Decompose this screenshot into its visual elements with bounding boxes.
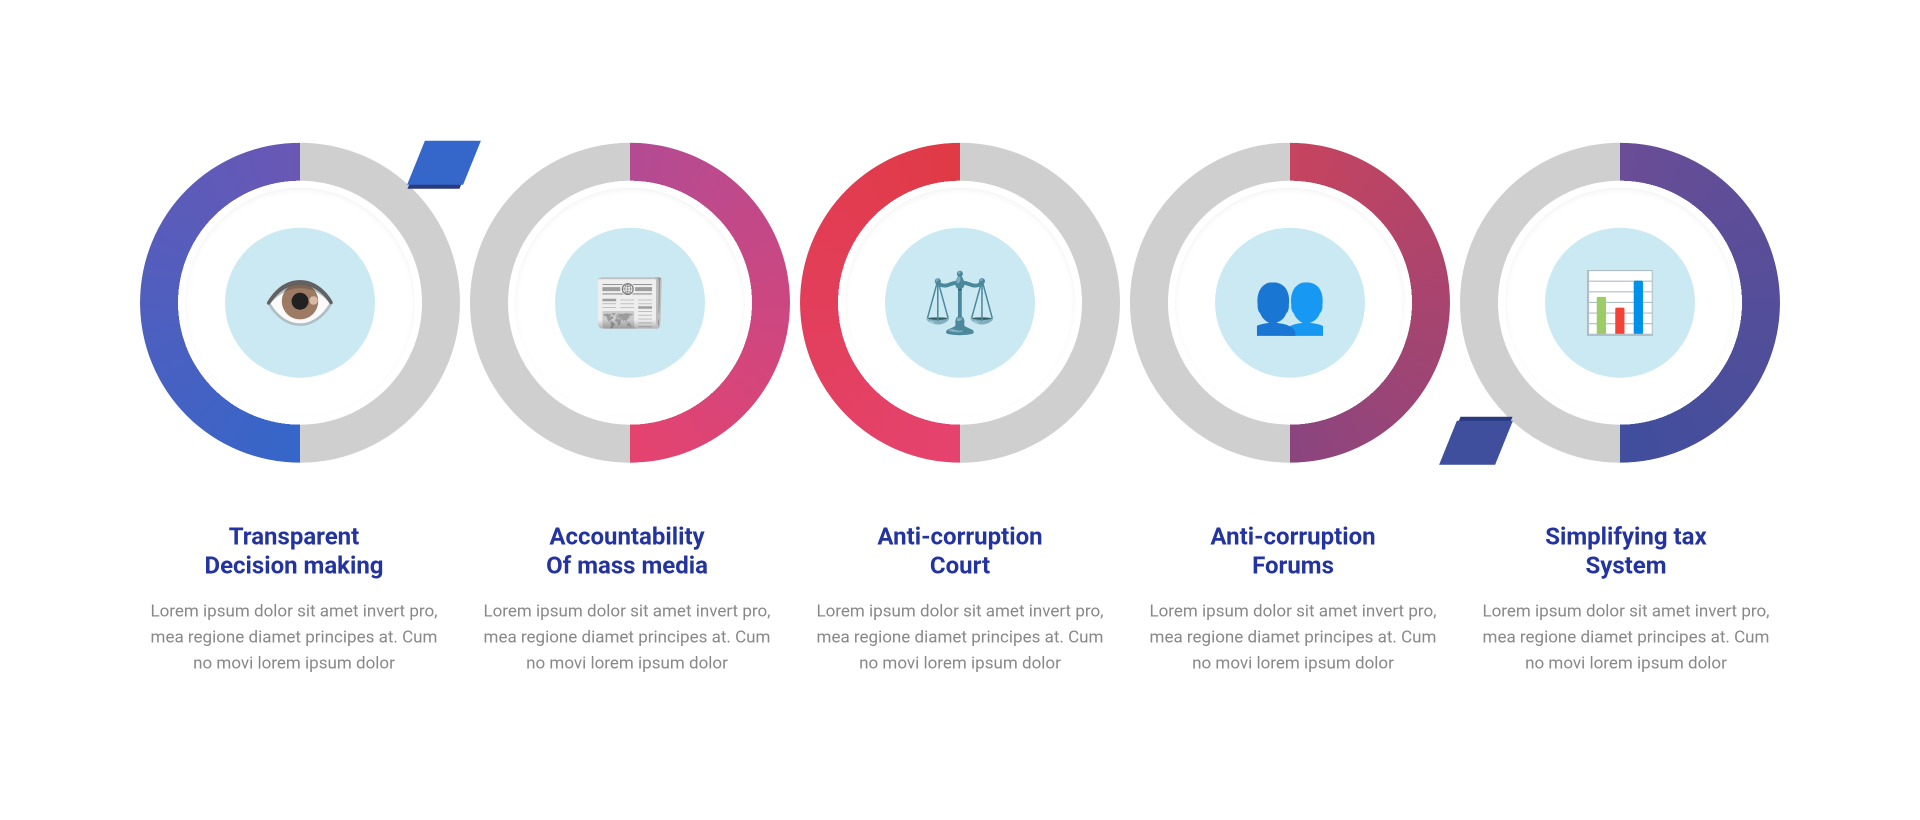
tax-icon: 📊 — [1545, 228, 1695, 378]
transparency-icon: 👁️ — [225, 228, 375, 378]
ribbon-tail-start — [407, 141, 481, 185]
ring-2: 📰 — [470, 143, 790, 463]
item-title: Anti-corruptionForums — [1139, 523, 1447, 581]
ribbon-row: 👁️ 📰 ⚖️ 👥 📊 — [140, 143, 1780, 483]
item-title-line2: System — [1585, 551, 1666, 579]
label-block-3: Anti-corruptionCourt Lorem ipsum dolor si… — [806, 523, 1114, 678]
label-block-4: Anti-corruptionForums Lorem ipsum dolor s… — [1139, 523, 1447, 678]
item-title: TransparentDecision making — [140, 523, 448, 581]
ring-inner: 👁️ — [185, 188, 415, 418]
ring-inner: 📰 — [515, 188, 745, 418]
item-title-line2: Forums — [1252, 551, 1334, 579]
forum-icon: 👥 — [1215, 228, 1365, 378]
media-icon: 📰 — [555, 228, 705, 378]
item-body: Lorem ipsum dolor sit amet invert pro, m… — [140, 598, 448, 677]
label-block-2: AccountabilityOf mass media Lorem ipsum d… — [473, 523, 781, 678]
ring-3: ⚖️ — [800, 143, 1120, 463]
label-block-1: TransparentDecision making Lorem ipsum do… — [140, 523, 448, 678]
item-title: Anti-corruptionCourt — [806, 523, 1114, 581]
ring-4: 👥 — [1130, 143, 1450, 463]
ring-1: 👁️ — [140, 143, 460, 463]
item-body: Lorem ipsum dolor sit amet invert pro, m… — [1139, 598, 1447, 677]
item-title-line1: Anti-corruption — [877, 523, 1042, 551]
court-icon: ⚖️ — [885, 228, 1035, 378]
ring-inner: 👥 — [1175, 188, 1405, 418]
item-body: Lorem ipsum dolor sit amet invert pro, m… — [806, 598, 1114, 677]
item-title: AccountabilityOf mass media — [473, 523, 781, 581]
item-body: Lorem ipsum dolor sit amet invert pro, m… — [1472, 598, 1780, 677]
labels-row: TransparentDecision making Lorem ipsum do… — [140, 523, 1780, 678]
infographic-stage: 👁️ 📰 ⚖️ 👥 📊 TransparentDecision making Lorem … — [140, 143, 1780, 678]
item-body: Lorem ipsum dolor sit amet invert pro, m… — [473, 598, 781, 677]
label-block-5: Simplifying taxSystem Lorem ipsum dolor s… — [1472, 523, 1780, 678]
item-title-line1: Accountability — [549, 523, 704, 551]
item-title-line2: Decision making — [204, 551, 383, 579]
item-title-line1: Transparent — [229, 523, 360, 551]
item-title-line2: Court — [930, 551, 990, 579]
item-title-line1: Simplifying tax — [1545, 523, 1706, 551]
item-title-line2: Of mass media — [546, 551, 708, 579]
ring-inner: 📊 — [1505, 188, 1735, 418]
item-title: Simplifying taxSystem — [1472, 523, 1780, 581]
ring-5: 📊 — [1460, 143, 1780, 463]
ribbon-tail-end — [1439, 421, 1513, 465]
item-title-line1: Anti-corruption — [1210, 523, 1375, 551]
ring-inner: ⚖️ — [845, 188, 1075, 418]
